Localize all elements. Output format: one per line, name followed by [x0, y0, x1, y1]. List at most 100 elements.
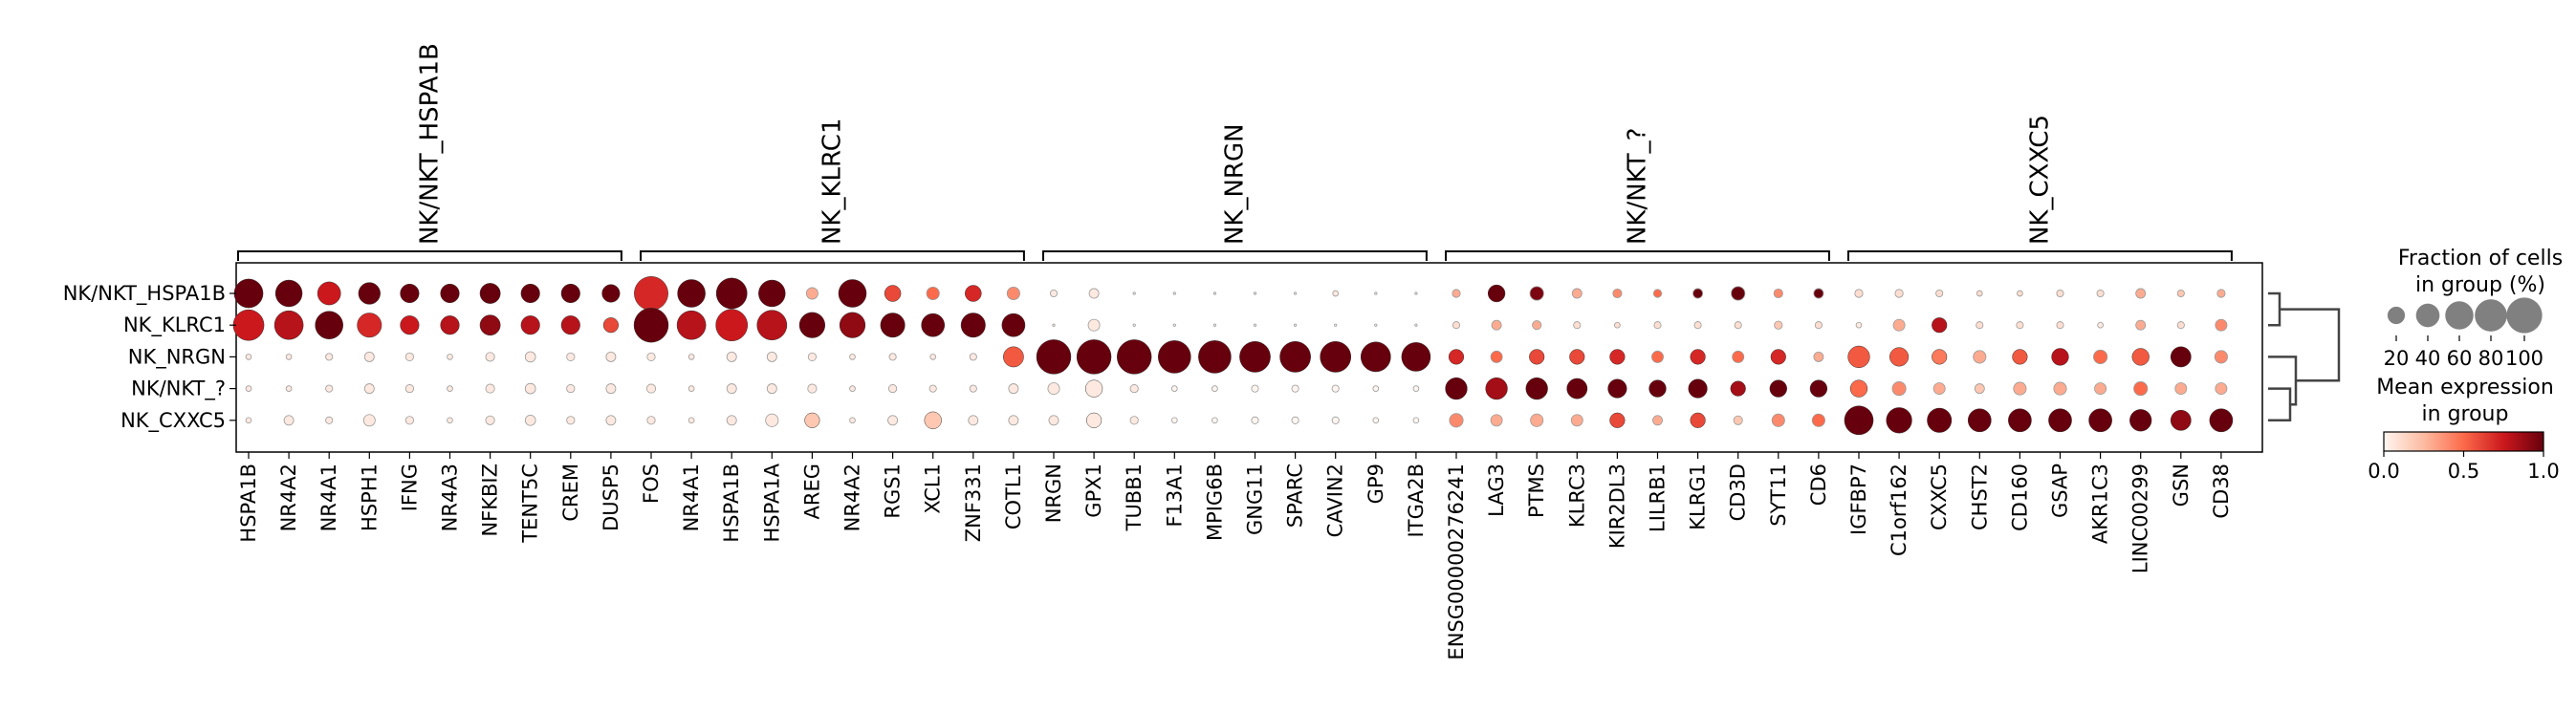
dot-0-34 [1612, 288, 1623, 299]
dot-2-29 [1401, 342, 1431, 372]
dot-3-31 [1485, 377, 1508, 400]
gene-label: HSPH1 [358, 464, 381, 531]
dot-2-43 [1973, 350, 1987, 364]
dot-3-36 [1688, 378, 1708, 399]
gene-label: RGS1 [882, 464, 905, 519]
dot-0-18 [965, 285, 982, 302]
dot-3-47 [2133, 381, 2149, 397]
dot-3-17 [928, 384, 937, 393]
size-legend-label: 80 [2478, 347, 2504, 370]
dot-3-22 [1129, 384, 1139, 394]
gene-label: KLRC3 [1565, 464, 1588, 528]
dot-0-44 [2017, 290, 2023, 297]
dot-0-6 [479, 283, 501, 304]
dot-2-5 [447, 354, 453, 360]
dot-0-19 [1006, 286, 1020, 301]
dot-3-44 [2013, 381, 2027, 396]
dot-4-43 [1967, 408, 1992, 433]
dot-3-10 [645, 383, 657, 394]
dot-2-10 [646, 352, 656, 361]
dot-1-39 [1814, 321, 1823, 330]
dot-3-25 [1251, 384, 1259, 393]
gene-label: CREM [559, 464, 582, 522]
dot-2-30 [1448, 349, 1465, 365]
colorbar-label: 1.0 [2527, 460, 2559, 483]
dot-2-9 [605, 351, 617, 362]
dot-0-11 [677, 279, 706, 308]
dot-0-4 [400, 283, 420, 304]
dot-4-21 [1085, 412, 1102, 428]
dot-4-23 [1170, 417, 1178, 424]
dot-2-44 [2012, 349, 2028, 365]
dot-4-46 [2088, 408, 2112, 433]
size-legend-dot [2445, 301, 2474, 330]
gene-label: HSPA1B [237, 464, 260, 543]
gene-label: LINC00299 [2129, 464, 2152, 573]
gene-label: CD38 [2210, 464, 2233, 519]
gene-label: AKR1C3 [2089, 464, 2112, 544]
dot-4-39 [1811, 413, 1825, 427]
dot-3-35 [1648, 379, 1667, 398]
dot-0-13 [758, 279, 786, 308]
dot-4-47 [2129, 409, 2152, 432]
dot-2-46 [2093, 349, 2108, 364]
dot-2-38 [1770, 349, 1786, 365]
group-bracket [640, 250, 1025, 261]
dot-2-41 [1889, 347, 1910, 367]
dot-3-38 [1769, 379, 1787, 398]
dot-1-22 [1132, 323, 1136, 327]
dot-1-19 [1001, 313, 1026, 337]
dendro-link [2268, 291, 2281, 327]
dot-3-32 [1525, 377, 1548, 400]
group-label: NK/NKT_? [1623, 128, 1651, 245]
dot-2-23 [1157, 340, 1191, 374]
dot-4-1 [283, 415, 295, 426]
dot-0-49 [2216, 289, 2226, 298]
dot-3-49 [2215, 382, 2228, 396]
gene-label: PTMS [1525, 464, 1548, 518]
dot-2-34 [1609, 349, 1626, 365]
dot-1-20 [1052, 323, 1056, 327]
dot-4-10 [646, 416, 656, 425]
dot-0-46 [2096, 289, 2105, 298]
dot-0-27 [1332, 290, 1340, 297]
dendro-link [2280, 308, 2341, 382]
color-legend-title-2: in group [2422, 402, 2509, 426]
dot-1-44 [2016, 321, 2024, 330]
dot-0-2 [317, 281, 341, 306]
dot-3-5 [447, 385, 453, 392]
dot-0-7 [520, 283, 540, 304]
gene-label: NR4A3 [439, 464, 462, 531]
dot-0-45 [2056, 289, 2064, 298]
dot-3-20 [1047, 382, 1060, 396]
dot-4-13 [765, 413, 779, 427]
color-legend-title-1: Mean expression [2376, 376, 2554, 399]
dot-0-30 [1452, 289, 1461, 298]
dot-1-12 [715, 309, 749, 342]
dot-1-45 [2056, 321, 2064, 330]
dot-2-26 [1279, 341, 1311, 373]
gene-label: MPIG6B [1203, 464, 1226, 541]
dot-0-15 [838, 279, 867, 308]
gene-label: CHST2 [1968, 464, 1991, 530]
dot-4-4 [404, 416, 414, 425]
gene-label: NR4A1 [317, 464, 340, 531]
dot-3-9 [605, 383, 617, 395]
dot-1-28 [1374, 323, 1378, 327]
dot-3-43 [1974, 383, 1985, 395]
gene-label: TENT5C [519, 464, 542, 544]
dot-2-33 [1569, 349, 1585, 365]
group-label: NK_NRGN [1220, 123, 1249, 245]
dot-2-47 [2131, 348, 2150, 366]
dot-0-0 [233, 278, 264, 309]
dot-1-8 [560, 315, 580, 335]
dot-4-36 [1690, 412, 1706, 428]
dot-0-22 [1132, 291, 1136, 295]
dot-1-36 [1693, 321, 1702, 330]
dot-0-20 [1049, 289, 1059, 298]
size-legend-label: 60 [2447, 347, 2473, 370]
dot-3-34 [1607, 378, 1627, 399]
dot-4-45 [2048, 408, 2072, 433]
size-legend-label: 20 [2384, 347, 2410, 370]
